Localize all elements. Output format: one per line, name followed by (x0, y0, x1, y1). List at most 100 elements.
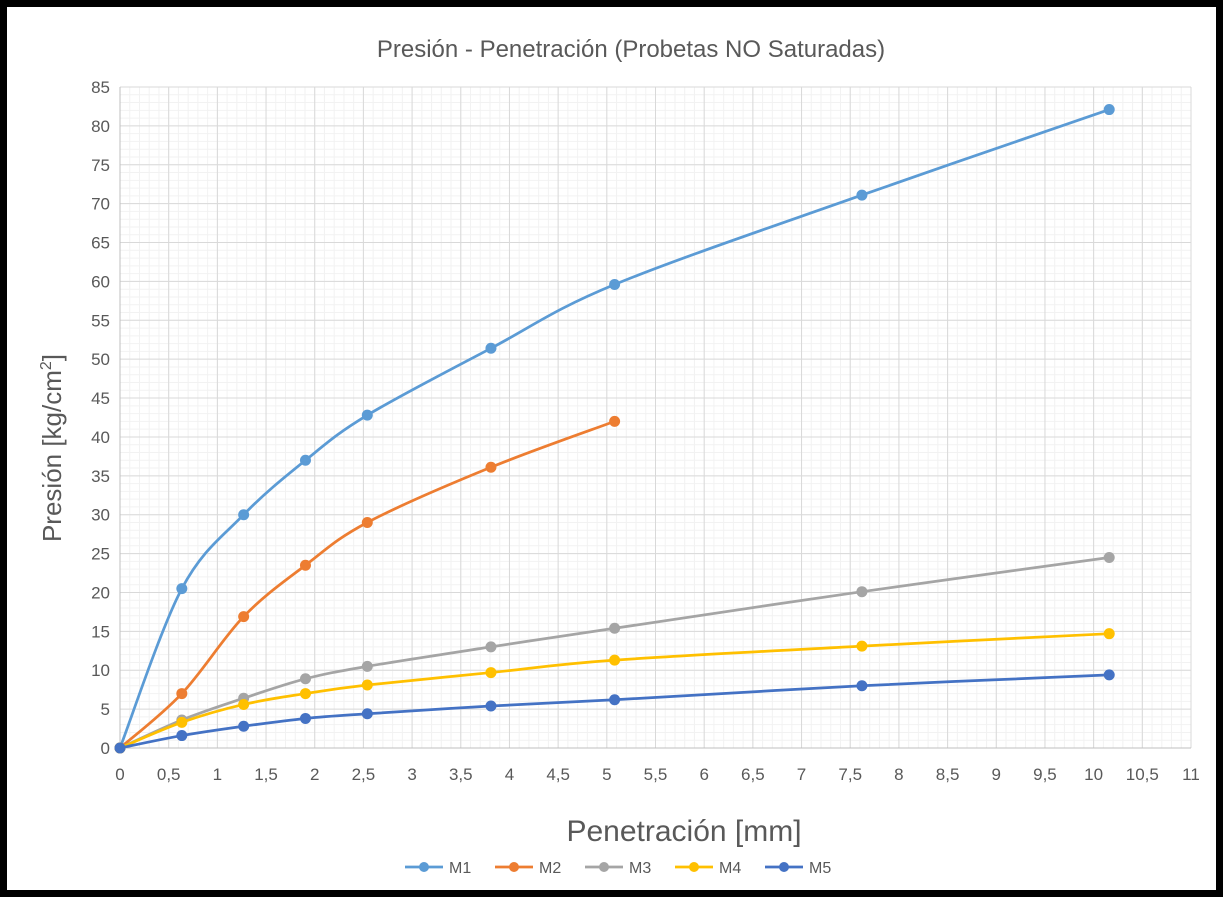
y-tick-label: 20 (91, 583, 110, 602)
x-tick-label: 11 (1182, 765, 1200, 784)
data-point-m3 (485, 641, 497, 653)
data-point-m2 (299, 559, 311, 571)
y-tick-label: 65 (91, 234, 110, 253)
y-tick-label: 25 (91, 545, 110, 564)
x-tick-label: 7,5 (838, 765, 862, 784)
y-tick-label: 5 (101, 700, 110, 719)
data-point-m5 (856, 680, 868, 692)
x-tick-label: 8 (894, 765, 903, 784)
data-point-m2 (176, 688, 188, 700)
data-point-m1 (176, 583, 188, 595)
x-tick-label: 4 (505, 765, 514, 784)
data-point-m4 (485, 667, 497, 679)
y-tick-label: 80 (91, 117, 110, 136)
legend-marker (779, 862, 789, 872)
legend-marker (509, 862, 519, 872)
data-point-m3 (609, 622, 621, 634)
grid (119, 86, 1192, 749)
y-tick-label: 10 (91, 661, 110, 680)
y-tick-label: 70 (91, 195, 110, 214)
legend-item-m4: M4 (675, 860, 741, 877)
legend-marker (419, 862, 429, 872)
x-tick-label: 5,5 (644, 765, 668, 784)
data-point-m3 (1103, 551, 1115, 563)
y-tick-label: 55 (91, 311, 110, 330)
legend-marker (689, 862, 699, 872)
data-point-m2 (609, 415, 621, 427)
y-axis-label-sup: 2 (38, 361, 55, 370)
data-point-m1 (609, 279, 621, 291)
data-point-m2 (238, 611, 250, 623)
y-tick-label: 50 (91, 350, 110, 369)
legend-label: M5 (809, 860, 831, 877)
data-point-m4 (176, 716, 188, 728)
data-point-m5 (485, 700, 497, 712)
y-axis-label-main: Presión [kg/cm (37, 370, 67, 542)
data-point-m5 (361, 708, 373, 720)
data-point-m1 (856, 189, 868, 201)
x-tick-label: 1,5 (254, 765, 278, 784)
series-group (114, 104, 1115, 754)
y-tick-label: 0 (101, 739, 110, 758)
chart-title: Presión - Penetración (Probetas NO Satur… (377, 36, 885, 63)
data-point-m4 (856, 640, 868, 652)
legend-item-m3: M3 (585, 860, 651, 877)
data-point-m4 (238, 698, 250, 710)
x-tick-label: 10,5 (1126, 765, 1159, 784)
x-tick-label: 2,5 (352, 765, 376, 784)
x-tick-label: 4,5 (546, 765, 570, 784)
x-tick-label: 9 (992, 765, 1001, 784)
data-point-m1 (361, 409, 373, 421)
data-point-m2 (361, 516, 373, 528)
data-point-m4 (361, 679, 373, 691)
data-point-m5 (609, 694, 621, 706)
x-tick-label: 9,5 (1033, 765, 1057, 784)
data-point-m3 (299, 673, 311, 685)
chart-svg: 0 0,5 1 1,5 2 2,5 3 3,5 4 4,5 5 5,5 6 6,5 7 7,5 8 8,5 9 9,5… (37, 36, 1200, 877)
y-tick-label: 60 (91, 272, 110, 291)
data-point-m1 (1103, 104, 1115, 116)
data-point-m5 (176, 730, 188, 742)
x-tick-label: 0 (115, 765, 124, 784)
data-point-m5 (114, 742, 126, 754)
legend-item-m5: M5 (765, 860, 831, 877)
legend-label: M4 (719, 860, 741, 877)
data-point-m3 (856, 586, 868, 598)
x-tick-label: 2 (310, 765, 319, 784)
series-line-m3 (119, 556, 1110, 750)
x-tick-label: 7 (797, 765, 806, 784)
y-tick-label: 40 (91, 428, 110, 447)
data-point-m5 (238, 720, 250, 732)
axes: 0 0,5 1 1,5 2 2,5 3 3,5 4 4,5 5 5,5 6 6,5 7 7,5 8 8,5 9 9,5… (91, 78, 1200, 784)
data-point-m1 (485, 342, 497, 354)
legend-item-m1: M1 (405, 860, 471, 877)
x-tick-label: 8,5 (936, 765, 960, 784)
x-axis-label: Penetración [mm] (566, 815, 801, 848)
data-point-m1 (238, 509, 250, 521)
data-point-m4 (299, 688, 311, 700)
y-tick-label: 30 (91, 506, 110, 525)
y-axis-label-end: ] (37, 354, 67, 361)
x-tick-label: 0,5 (157, 765, 181, 784)
y-tick-label: 15 (91, 622, 110, 641)
data-point-m3 (361, 660, 373, 672)
legend-label: M1 (449, 860, 471, 877)
data-point-m5 (1103, 669, 1115, 681)
x-tick-label: 3 (407, 765, 416, 784)
data-point-m4 (1103, 628, 1115, 640)
chart-area: 0 0,5 1 1,5 2 2,5 3 3,5 4 4,5 5 5,5 6 6,5 7 7,5 8 8,5 9 9,5… (7, 7, 1216, 890)
x-tick-label: 1 (213, 765, 222, 784)
data-point-m5 (299, 712, 311, 724)
data-point-m4 (609, 654, 621, 666)
y-tick-label: 45 (91, 389, 110, 408)
y-tick-label: 75 (91, 156, 110, 175)
legend-label: M3 (629, 860, 651, 877)
x-tick-label: 6,5 (741, 765, 765, 784)
legend-marker (599, 862, 609, 872)
legend: M1 M2 M3 M4 M5 (405, 860, 831, 877)
y-axis-label: Presión [kg/cm2] (37, 354, 67, 542)
y-tick-label: 85 (91, 78, 110, 97)
data-point-m2 (485, 461, 497, 473)
x-tick-label: 5 (602, 765, 611, 784)
x-tick-label: 6 (699, 765, 708, 784)
